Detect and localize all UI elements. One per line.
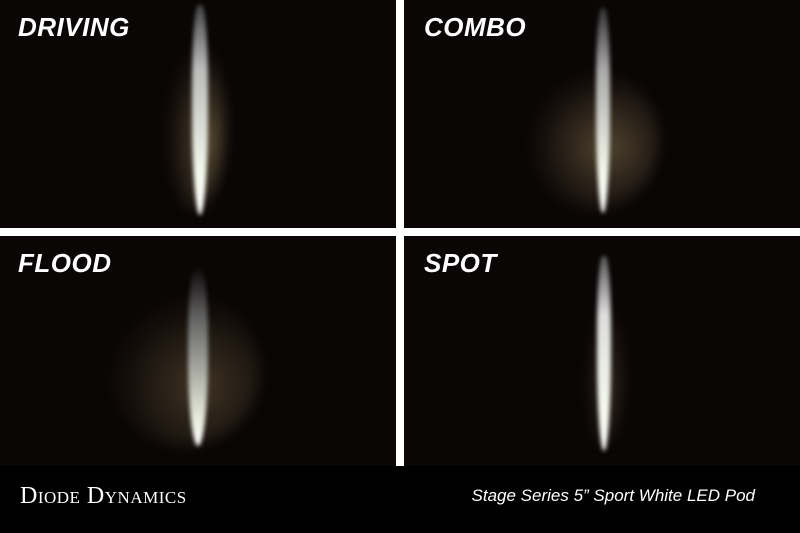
panel-label: SPOT [424, 248, 497, 278]
combo-beam-photo: COMBO [404, 0, 800, 228]
driving-beam-photo: DRIVING [0, 0, 396, 228]
light-beam [192, 5, 208, 215]
light-beam [188, 266, 208, 446]
foliage-glow [529, 70, 659, 210]
panel-label: FLOOD [18, 248, 112, 278]
brand-logo: Diode Dynamics [20, 483, 187, 509]
spot-beam-photo: SPOT [404, 236, 800, 466]
foliage-glow [110, 296, 260, 446]
flood-beam-photo: FLOOD [0, 236, 396, 466]
light-beam [596, 8, 610, 213]
panel-label: COMBO [424, 12, 527, 42]
footer-bar: Diode Dynamics Stage Series 5” Sport Whi… [0, 466, 800, 533]
product-name: Stage Series 5” Sport White LED Pod [471, 486, 755, 505]
panel-label: DRIVING [18, 12, 130, 42]
light-beam [597, 256, 611, 451]
